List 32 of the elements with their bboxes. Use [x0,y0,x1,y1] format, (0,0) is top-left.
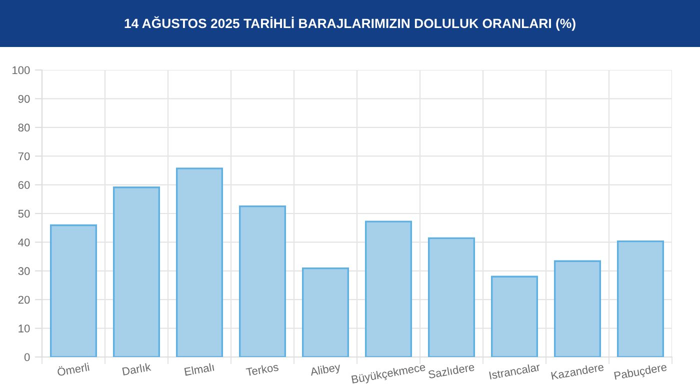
x-tick-label: Kazandere [551,362,604,380]
x-tick-label: Elmalı [184,362,214,376]
bar [112,186,160,357]
bar [302,267,350,357]
y-tick-label: 20 [18,296,30,304]
x-tick-label: Büyükçekmece [351,362,426,386]
y-tick-label: 40 [18,238,30,246]
y-tick-label: 0 [24,353,30,362]
x-tick-label: Istrancalar [489,362,540,380]
y-tick-label: 100 [12,66,30,74]
y-tick-label: 60 [18,181,30,189]
bar [490,276,538,357]
bar [364,220,412,357]
x-tick-label: Alibey [310,362,342,378]
bar [616,240,664,357]
bar [50,224,98,357]
bar [238,205,286,357]
y-tick-label: 70 [18,152,30,160]
x-tick-label: Ömerli [56,361,90,376]
chart-title: 14 AĞUSTOS 2025 TARİHLİ BARAJLARIMIZIN DOLULUK ORANLARI (%) [124,16,576,31]
x-tick-label: Pabuçdere [614,362,668,382]
bar [554,260,602,357]
x-tick-label: Sazlıdere [428,362,475,379]
y-tick-label: 80 [18,124,30,132]
y-tick-label: 10 [18,324,30,332]
x-tick-label: Terkos [246,362,279,376]
y-tick-label: 90 [18,94,30,103]
y-tick-label: 50 [18,210,30,218]
bar [428,237,476,357]
y-tick-label: 30 [18,267,30,276]
bar [176,168,224,357]
x-tick-label: Darlık [122,362,152,376]
